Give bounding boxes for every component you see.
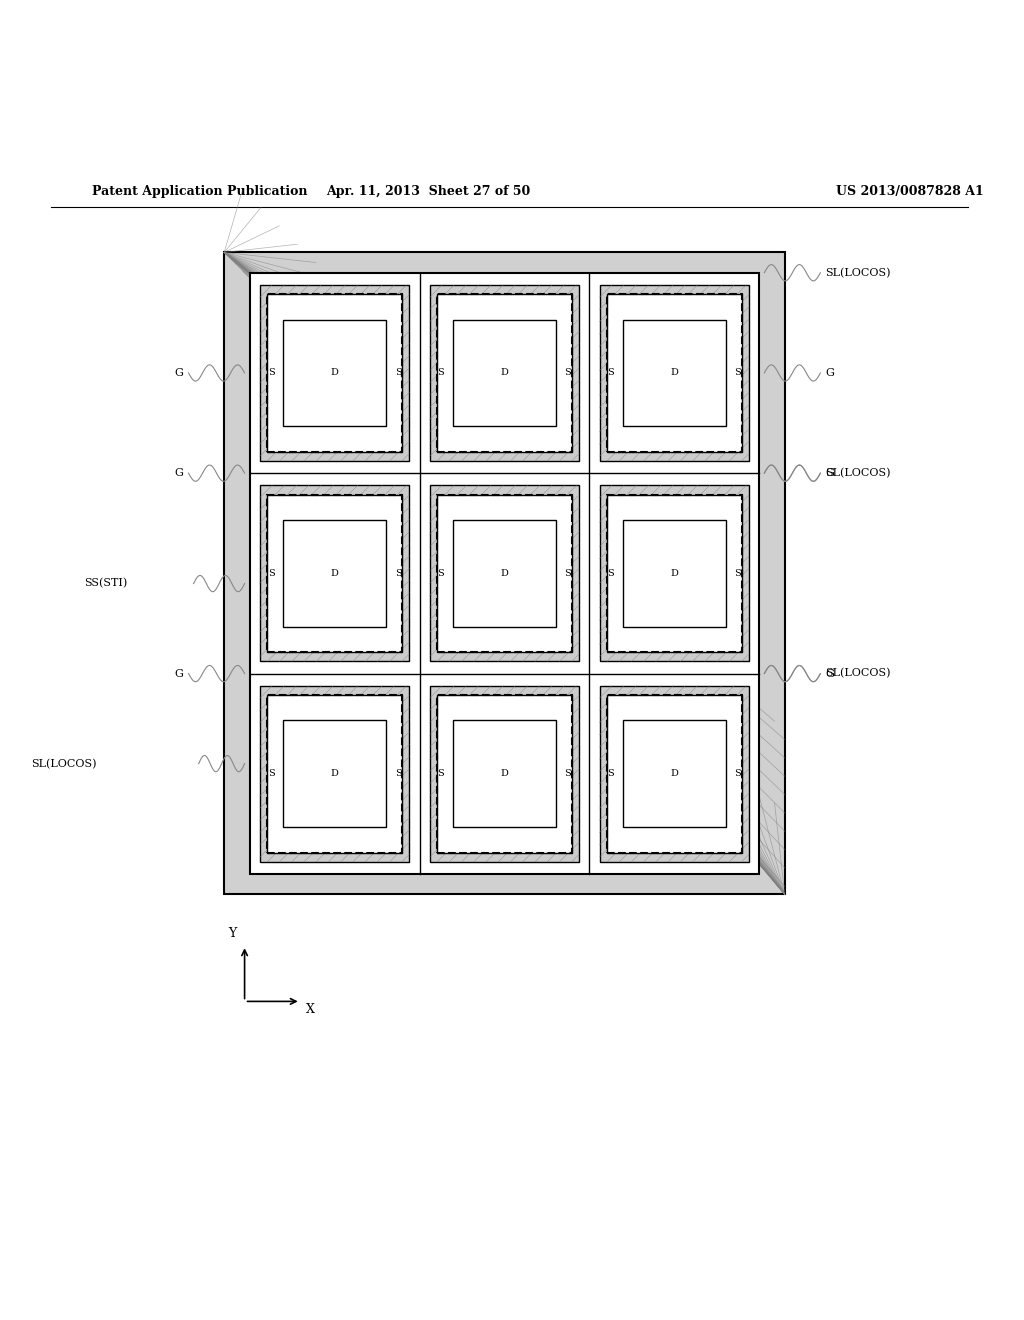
Text: S: S	[607, 770, 614, 779]
FancyBboxPatch shape	[267, 696, 402, 853]
FancyBboxPatch shape	[600, 285, 749, 461]
FancyBboxPatch shape	[454, 520, 556, 627]
FancyBboxPatch shape	[606, 294, 742, 451]
Text: S: S	[564, 569, 571, 578]
FancyBboxPatch shape	[267, 294, 402, 451]
Text: D: D	[331, 569, 339, 578]
Text: S: S	[734, 770, 741, 779]
FancyBboxPatch shape	[606, 696, 742, 853]
FancyBboxPatch shape	[430, 486, 580, 661]
FancyBboxPatch shape	[430, 285, 580, 461]
Text: SL(LOCOS): SL(LOCOS)	[32, 759, 97, 768]
Text: S: S	[267, 770, 274, 779]
Text: S: S	[437, 770, 444, 779]
FancyBboxPatch shape	[437, 696, 572, 853]
Text: D: D	[671, 569, 678, 578]
FancyBboxPatch shape	[454, 721, 556, 828]
Text: Patent Application Publication: Patent Application Publication	[92, 185, 307, 198]
Text: D: D	[501, 770, 508, 779]
Text: SL(LOCOS): SL(LOCOS)	[825, 668, 891, 678]
Text: S: S	[607, 569, 614, 578]
FancyBboxPatch shape	[260, 285, 410, 461]
FancyBboxPatch shape	[224, 252, 784, 895]
Text: D: D	[331, 770, 339, 779]
Text: S: S	[607, 368, 614, 378]
Text: Y: Y	[228, 927, 237, 940]
FancyBboxPatch shape	[437, 294, 572, 451]
Text: S: S	[734, 368, 741, 378]
FancyBboxPatch shape	[284, 721, 386, 828]
Text: S: S	[437, 569, 444, 578]
Text: FIG. 30: FIG. 30	[463, 286, 557, 310]
Text: S: S	[395, 569, 401, 578]
Text: S: S	[267, 569, 274, 578]
FancyBboxPatch shape	[606, 495, 742, 652]
FancyBboxPatch shape	[600, 486, 749, 661]
FancyBboxPatch shape	[623, 319, 726, 426]
FancyBboxPatch shape	[250, 273, 759, 874]
FancyBboxPatch shape	[260, 686, 410, 862]
FancyBboxPatch shape	[623, 721, 726, 828]
Text: D: D	[331, 368, 339, 378]
Text: S: S	[564, 368, 571, 378]
Text: D: D	[501, 368, 508, 378]
Text: S: S	[395, 770, 401, 779]
FancyBboxPatch shape	[623, 520, 726, 627]
Text: SL(LOCOS): SL(LOCOS)	[825, 469, 891, 478]
Text: US 2013/0087828 A1: US 2013/0087828 A1	[836, 185, 983, 198]
Text: G: G	[174, 669, 183, 678]
FancyBboxPatch shape	[284, 520, 386, 627]
FancyBboxPatch shape	[260, 486, 410, 661]
FancyBboxPatch shape	[437, 495, 572, 652]
FancyBboxPatch shape	[600, 686, 749, 862]
Text: S: S	[395, 368, 401, 378]
Text: D: D	[671, 368, 678, 378]
FancyBboxPatch shape	[267, 495, 402, 652]
FancyBboxPatch shape	[454, 319, 556, 426]
Text: Apr. 11, 2013  Sheet 27 of 50: Apr. 11, 2013 Sheet 27 of 50	[326, 185, 530, 198]
Text: D: D	[671, 770, 678, 779]
Text: S: S	[564, 770, 571, 779]
Text: SL(LOCOS): SL(LOCOS)	[825, 268, 891, 279]
Text: X: X	[306, 1003, 314, 1016]
Text: G: G	[825, 368, 835, 378]
FancyBboxPatch shape	[284, 319, 386, 426]
Text: D: D	[501, 569, 508, 578]
Text: S: S	[267, 368, 274, 378]
Text: S: S	[437, 368, 444, 378]
Text: G: G	[174, 469, 183, 478]
FancyBboxPatch shape	[430, 686, 580, 862]
Text: SS(STI): SS(STI)	[84, 578, 127, 589]
Text: G: G	[825, 669, 835, 678]
Text: G: G	[825, 469, 835, 478]
Text: G: G	[174, 368, 183, 378]
Text: S: S	[734, 569, 741, 578]
